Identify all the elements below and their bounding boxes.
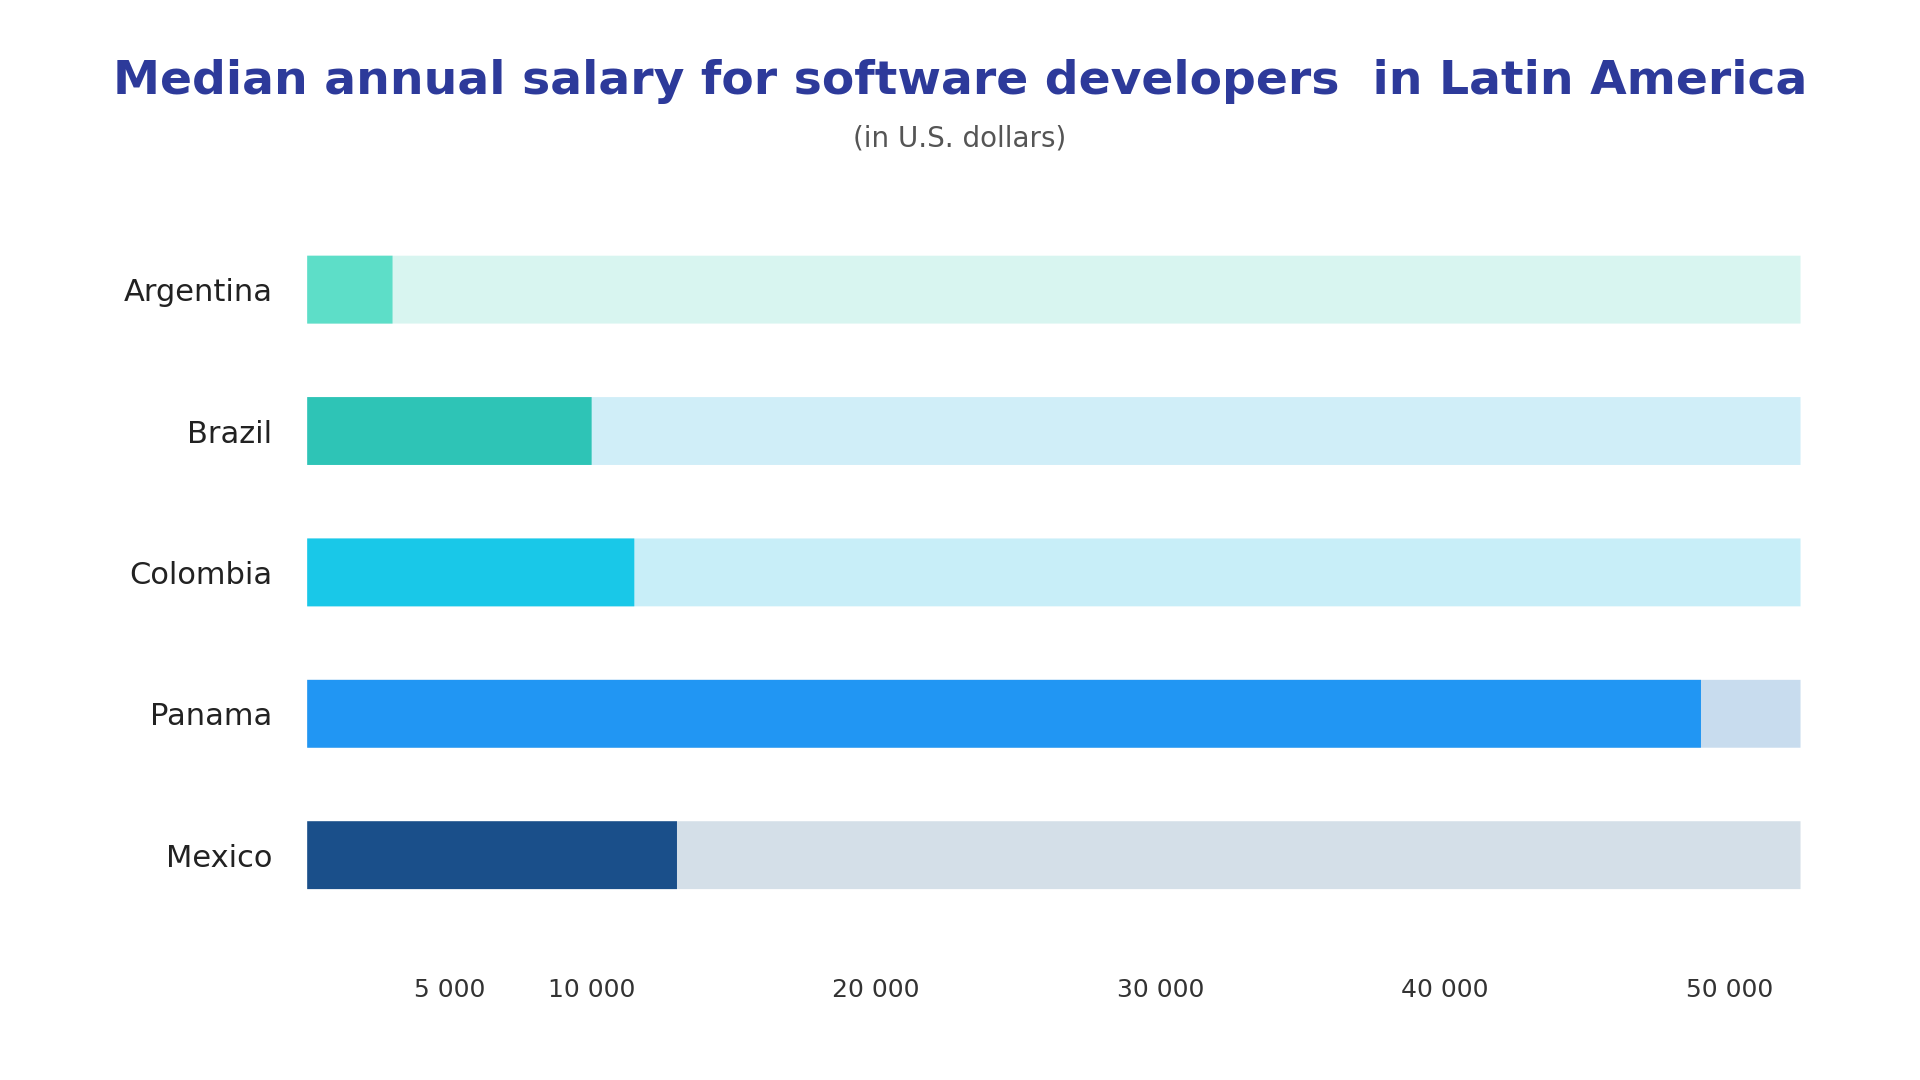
FancyBboxPatch shape: [307, 679, 1801, 747]
FancyBboxPatch shape: [307, 539, 634, 606]
FancyBboxPatch shape: [307, 821, 678, 889]
FancyBboxPatch shape: [307, 539, 1801, 606]
FancyBboxPatch shape: [307, 821, 1801, 889]
Text: (in U.S. dollars): (in U.S. dollars): [852, 124, 1068, 152]
Text: Median annual salary for software developers  in Latin America: Median annual salary for software develo…: [113, 59, 1807, 105]
FancyBboxPatch shape: [307, 679, 1701, 747]
FancyBboxPatch shape: [307, 397, 1801, 465]
FancyBboxPatch shape: [307, 256, 392, 324]
FancyBboxPatch shape: [307, 397, 591, 465]
FancyBboxPatch shape: [307, 256, 1801, 324]
